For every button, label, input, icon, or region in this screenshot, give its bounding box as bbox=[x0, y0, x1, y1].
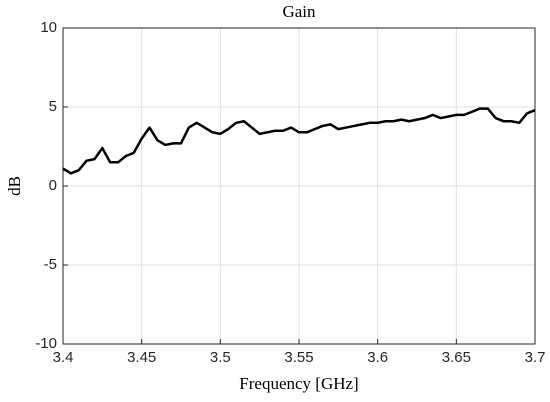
y-tick-label: -5 bbox=[44, 256, 57, 273]
y-tick-label: 10 bbox=[40, 19, 57, 36]
y-tick-label: -10 bbox=[35, 335, 57, 352]
x-tick-label: 3.45 bbox=[127, 349, 156, 366]
axes-box bbox=[62, 27, 536, 345]
data-line bbox=[62, 107, 536, 175]
y-tick-label: 5 bbox=[49, 98, 57, 115]
x-tick-label: 3.55 bbox=[284, 349, 313, 366]
x-tick-label: 3.7 bbox=[525, 349, 546, 366]
x-tick-label: 3.6 bbox=[367, 349, 388, 366]
x-axis-label: Frequency [GHz] bbox=[239, 374, 358, 393]
y-tick-label: 0 bbox=[49, 177, 57, 194]
chart-title: Gain bbox=[282, 2, 316, 21]
x-tick-label: 3.5 bbox=[210, 349, 231, 366]
x-tick-label: 3.4 bbox=[53, 349, 74, 366]
y-axis-label: dB bbox=[5, 176, 24, 196]
x-tick-label: 3.65 bbox=[442, 349, 471, 366]
